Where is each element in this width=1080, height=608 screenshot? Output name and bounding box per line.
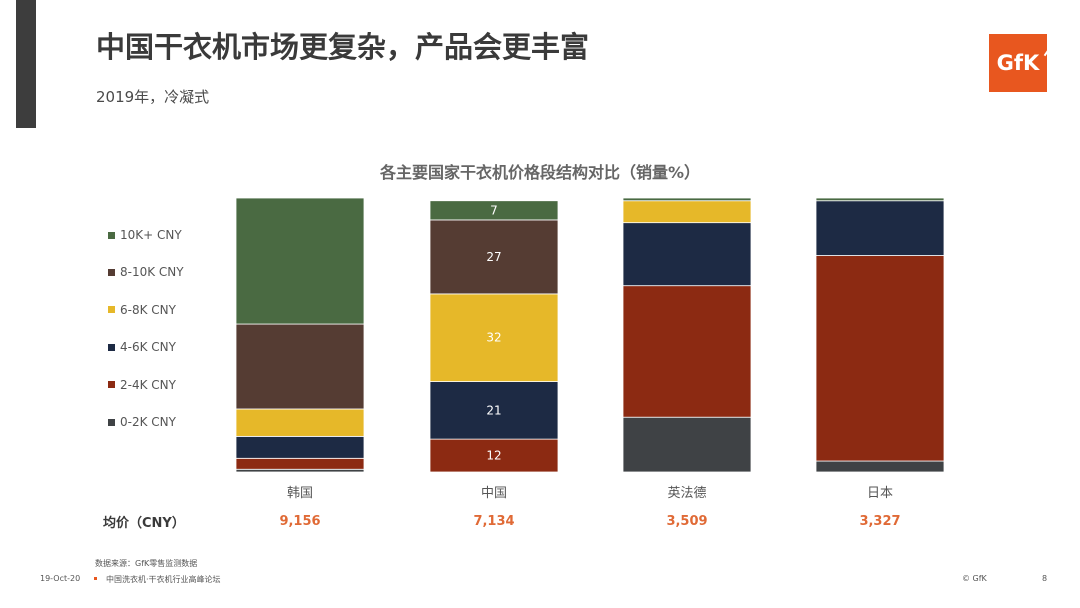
legend-label: 10K+ CNY xyxy=(120,228,182,242)
average-price-value: 7,134 xyxy=(473,514,515,529)
category-label: 中国 xyxy=(481,486,507,501)
legend-item: 0-2K CNY xyxy=(108,415,176,429)
bar-segment-2-3 xyxy=(429,381,559,440)
page-number: 8 xyxy=(1042,574,1048,583)
legend-label: 6-8K CNY xyxy=(120,302,176,317)
bar-segment-3-4 xyxy=(622,200,752,224)
slide-subtitle: 2019年，冷凝式 xyxy=(96,88,210,106)
legend-item: 6-8K CNY xyxy=(108,303,176,317)
footer-dot xyxy=(94,577,97,580)
average-price-value: 3,327 xyxy=(859,514,901,529)
legend-swatch xyxy=(108,343,115,351)
legend-item: 8-10K CNY xyxy=(108,265,184,279)
category-label: 日本 xyxy=(867,486,893,501)
footer-source: 数据来源：GfK零售监测数据 xyxy=(95,559,198,568)
legend-label: 2-4K CNY xyxy=(120,377,176,392)
gfk-logo: GfK xyxy=(989,34,1047,92)
data-label: 12 xyxy=(486,449,501,463)
data-label: 27 xyxy=(486,250,501,264)
legend-swatch xyxy=(108,381,115,389)
footer-copyright: © GfK xyxy=(962,574,987,583)
bar-segment-1-4 xyxy=(235,408,365,437)
legend-label: 4-6K CNY xyxy=(120,340,176,355)
bar-segment-3-3 xyxy=(622,222,752,287)
bar-segment-2-5 xyxy=(429,219,559,295)
bar-segment-1-3 xyxy=(235,435,365,459)
accent-bar xyxy=(16,0,36,128)
bar-segment-3-6 xyxy=(622,197,752,202)
legend-item: 10K+ CNY xyxy=(108,228,182,242)
bar-segment-4-3 xyxy=(815,200,945,256)
average-price-value: 3,509 xyxy=(666,514,708,529)
legend-swatch xyxy=(108,268,115,276)
average-price-value: 9,156 xyxy=(279,514,321,529)
legend-item: 2-4K CNY xyxy=(108,378,176,392)
chart-title: 各主要国家干衣机价格段结构对比（销量%） xyxy=(379,163,701,182)
footer-date: 19-Oct-20 xyxy=(40,574,81,583)
legend-item: 4-6K CNY xyxy=(108,340,176,354)
bar-segment-3-1 xyxy=(622,416,752,473)
category-label: 韩国 xyxy=(287,486,313,501)
data-label: 32 xyxy=(486,331,501,345)
bar-segment-4-1 xyxy=(815,460,945,473)
legend-swatch xyxy=(108,231,115,239)
category-label: 英法德 xyxy=(667,486,706,501)
bar-segment-2-4 xyxy=(429,293,559,382)
bar-segment-3-2 xyxy=(622,285,752,418)
legend-label: 0-2K CNY xyxy=(120,415,176,429)
legend-swatch xyxy=(108,306,115,314)
bar-segment-1-5 xyxy=(235,323,365,410)
bar-segment-1-6 xyxy=(235,197,365,325)
bar-segment-4-2 xyxy=(815,255,945,462)
legend-label: 8-10K CNY xyxy=(120,265,184,280)
legend-swatch xyxy=(108,418,115,426)
bar-segment-4-6 xyxy=(815,197,945,202)
slide-title: 中国干衣机市场更复杂，产品会更丰富 xyxy=(96,30,590,64)
bar-segment-1-1 xyxy=(235,468,365,473)
data-label: 21 xyxy=(486,403,501,417)
average-price-label: 均价（CNY） xyxy=(103,516,185,531)
bar-segment-2-2 xyxy=(429,438,559,473)
footer-event: 中国洗衣机·干衣机行业高峰论坛 xyxy=(106,575,221,584)
bar-segment-2-6 xyxy=(429,200,559,221)
bar-segment-1-2 xyxy=(235,457,365,470)
data-label: 7 xyxy=(490,203,498,217)
